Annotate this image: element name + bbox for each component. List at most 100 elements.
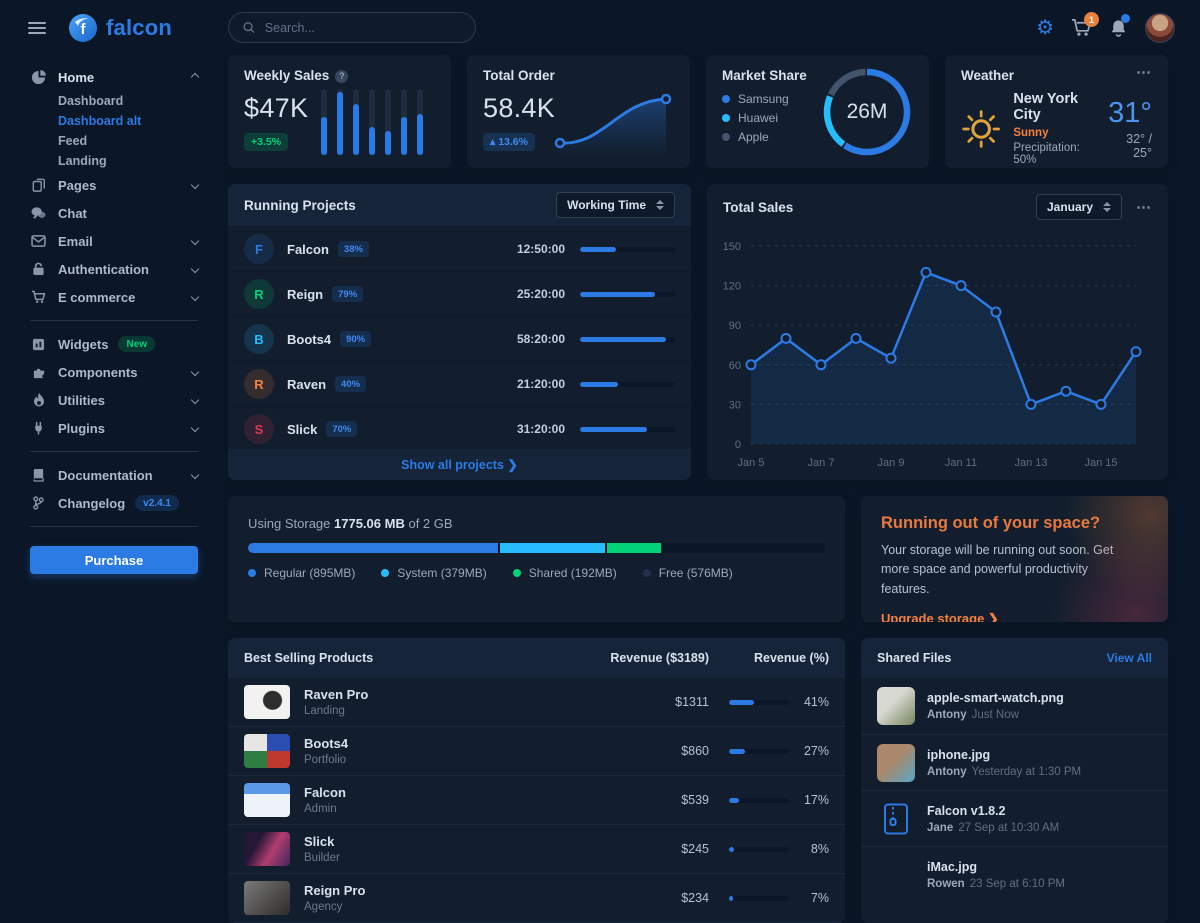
revenue-bar	[729, 748, 789, 754]
shopping-cart-icon	[30, 290, 47, 304]
sidebar-item-dashboard-alt[interactable]: Dashboard alt	[58, 114, 142, 128]
table-row[interactable]: Falcon Admin $539 17%	[228, 776, 845, 825]
project-row[interactable]: B Boots4 90% 58:20:00	[228, 316, 691, 361]
table-row[interactable]: Slick Builder $245 8%	[228, 825, 845, 874]
sidebar-item-widgets[interactable]: Widgets New	[30, 330, 198, 358]
sidebar-divider	[30, 320, 198, 321]
zip-file-icon	[877, 800, 915, 838]
legend-item: Regular (895MB)	[248, 566, 355, 580]
list-item[interactable]: Falcon v1.8.2 Jane 27 Sep at 10:30 AM	[861, 790, 1168, 846]
top-navbar: f falcon ⚙ 1	[0, 0, 1200, 55]
sidebar-item-utilities[interactable]: Utilities	[30, 386, 200, 414]
weather-city: New York City	[1013, 91, 1079, 123]
code-branch-icon	[30, 496, 47, 510]
chevron-down-icon	[190, 264, 200, 274]
table-row[interactable]: Boots4 Portfolio $860 27%	[228, 727, 845, 776]
search-input[interactable]	[262, 19, 461, 36]
svg-text:150: 150	[723, 241, 741, 253]
legend-item: Samsung	[722, 92, 913, 106]
total-order-card: Total Order 58.4K ▴ 13.6%	[467, 55, 690, 168]
list-item[interactable]: apple-smart-watch.png Antony Just Now	[861, 678, 1168, 734]
sidebar-item-home[interactable]: Home	[30, 63, 200, 91]
chevron-down-icon	[190, 395, 200, 405]
legend-dot	[642, 569, 651, 577]
puzzle-piece-icon	[30, 366, 47, 379]
sidebar-item-authentication[interactable]: Authentication	[30, 255, 200, 283]
upgrade-storage-link[interactable]: Upgrade storage ❯	[881, 611, 999, 622]
project-row[interactable]: R Reign 79% 25:20:00	[228, 271, 691, 316]
purchase-button[interactable]: Purchase	[30, 546, 198, 574]
notifications-bell-icon[interactable]	[1109, 13, 1130, 38]
svg-text:Jan 7: Jan 7	[808, 457, 835, 469]
sidebar-item-dashboard[interactable]: Dashboard	[58, 94, 124, 108]
table-row[interactable]: Reign Pro Agency $234 7%	[228, 874, 845, 923]
project-avatar: F	[244, 234, 274, 264]
project-time: 21:20:00	[516, 377, 565, 391]
legend-item: Shared (192MB)	[512, 566, 617, 580]
help-icon[interactable]: ?	[335, 69, 349, 83]
view-all-link[interactable]: View All	[1106, 651, 1152, 665]
project-progress-bar	[580, 336, 675, 342]
more-options-icon[interactable]: ⋯	[1136, 64, 1152, 81]
brand-name: falcon	[106, 14, 172, 40]
svg-text:90: 90	[729, 320, 741, 332]
sidebar-item-landing[interactable]: Landing	[58, 154, 107, 168]
hamburger-menu-icon[interactable]	[28, 21, 46, 34]
list-item[interactable]: iphone.jpg Antony Yesterday at 1:30 PM	[861, 734, 1168, 790]
chevron-down-icon	[190, 236, 200, 246]
search-bar[interactable]	[228, 12, 476, 43]
sidebar-item-feed[interactable]: Feed	[58, 134, 88, 148]
project-avatar: R	[244, 369, 274, 399]
month-select[interactable]: January	[1035, 194, 1122, 220]
working-time-select[interactable]: Working Time	[556, 192, 675, 218]
sidebar-item-components[interactable]: Components	[30, 358, 200, 386]
product-thumbnail	[244, 734, 290, 768]
sidebar-item-documentation[interactable]: Documentation	[30, 461, 200, 489]
chevron-down-icon	[190, 470, 200, 480]
project-row[interactable]: F Falcon 38% 12:50:00	[228, 226, 691, 271]
table-row[interactable]: Raven Pro Landing $1311 41%	[228, 678, 845, 727]
svg-text:Jan 11: Jan 11	[945, 457, 977, 469]
user-avatar[interactable]	[1145, 12, 1175, 43]
sidebar-item-label: Changelog	[58, 495, 126, 511]
chevron-down-icon	[190, 180, 200, 190]
lock-icon	[30, 262, 47, 276]
project-progress-bar	[580, 291, 675, 297]
sidebar-item-plugins[interactable]: Plugins	[30, 414, 200, 442]
card-title: Weekly Sales	[244, 68, 330, 83]
show-all-projects-link[interactable]: Show all projects ❯	[228, 449, 691, 480]
space-body: Your storage will be running out soon. G…	[881, 543, 1114, 596]
project-row[interactable]: R Raven 40% 21:20:00	[228, 361, 691, 406]
sidebar-item-pages[interactable]: Pages	[30, 171, 200, 199]
sidebar-item-label: Home	[58, 69, 95, 85]
legend-dot	[722, 133, 730, 141]
svg-text:60: 60	[729, 360, 741, 372]
pages-copy-icon	[30, 178, 47, 192]
cart-icon[interactable]: 1	[1071, 12, 1099, 37]
project-progress-badge: 38%	[337, 241, 369, 257]
project-time: 31:20:00	[516, 422, 565, 436]
settings-gear-icon[interactable]: ⚙	[1036, 16, 1054, 39]
svg-text:f: f	[81, 21, 87, 38]
project-row[interactable]: S Slick 70% 31:20:00	[228, 406, 691, 451]
weather-range: 32° / 25°	[1126, 132, 1152, 160]
sidebar-item-chat[interactable]: Chat	[30, 199, 198, 227]
sidebar-item-ecommerce[interactable]: E commerce	[30, 283, 200, 311]
more-options-icon[interactable]: ⋯	[1136, 198, 1152, 216]
sidebar-item-email[interactable]: Email	[30, 227, 200, 255]
project-progress-bar	[580, 246, 675, 252]
sidebar-item-label: Utilities	[58, 392, 105, 408]
legend-dot	[248, 569, 256, 577]
file-thumbnail	[877, 687, 915, 725]
weather-temperature: 31°	[1108, 97, 1152, 129]
list-item[interactable]: iMac.jpg Rowen 23 Sep at 6:10 PM	[861, 846, 1168, 902]
market-share-donut: 26M	[821, 66, 913, 158]
search-icon	[243, 22, 255, 34]
falcon-logo[interactable]: f falcon	[68, 13, 172, 43]
weekly-sales-chart	[321, 89, 433, 155]
total-sales-card: Total Sales January ⋯ 0 30 60 90 120 150 Jan 5…	[707, 184, 1168, 480]
market-share-legend: Samsung Huawei Apple	[722, 92, 913, 144]
svg-text:30: 30	[729, 399, 741, 411]
sidebar-item-changelog[interactable]: Changelog v2.4.1	[30, 489, 198, 517]
project-avatar: S	[244, 414, 274, 444]
